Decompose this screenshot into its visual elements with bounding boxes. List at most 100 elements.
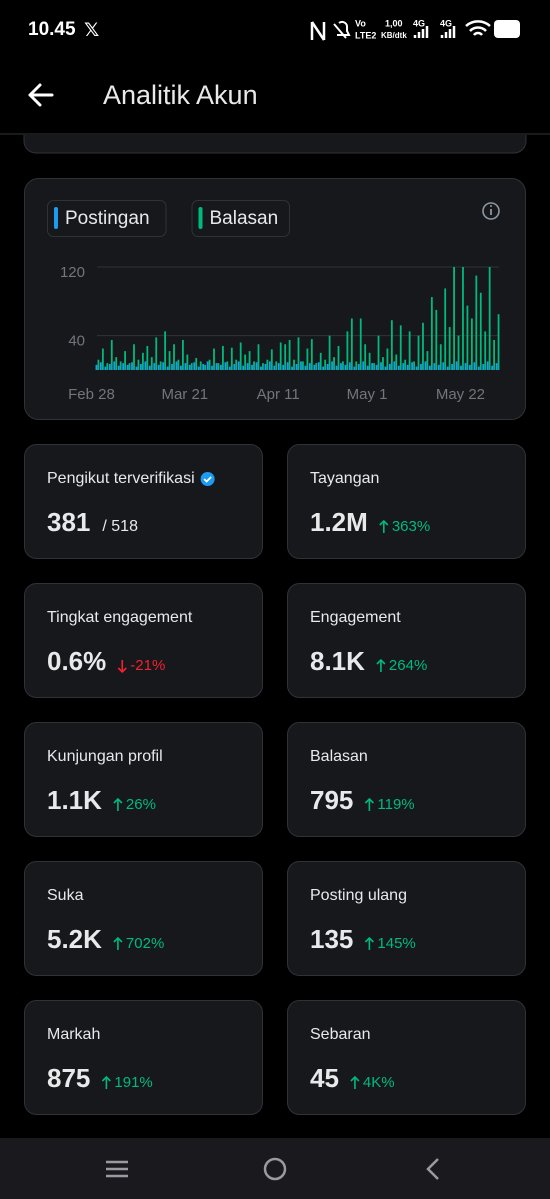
x-tick-label: May 22 [436, 386, 485, 403]
bar [437, 364, 440, 370]
stat-card[interactable] [287, 583, 526, 698]
bar [275, 361, 278, 370]
lte: LTE2 [355, 30, 376, 40]
bar [144, 361, 147, 370]
bar [319, 352, 322, 370]
bar [242, 365, 245, 370]
bar [477, 366, 480, 370]
bar [366, 365, 369, 370]
bar [302, 361, 304, 370]
bar [162, 362, 165, 370]
bar [133, 344, 135, 370]
network: 4G [413, 18, 425, 28]
bar [353, 366, 356, 370]
stat-card[interactable] [24, 722, 263, 837]
stat-label: Pengikut terverifikasi [47, 470, 195, 487]
bar [359, 318, 362, 370]
bar [497, 314, 500, 370]
bar [106, 363, 109, 370]
stat-card[interactable] [24, 583, 263, 698]
bar [382, 357, 384, 370]
bar [328, 335, 331, 370]
bar [399, 325, 402, 370]
bar [395, 354, 398, 370]
network: 4G [440, 18, 452, 28]
bar [346, 331, 349, 370]
legend-chip[interactable] [47, 200, 167, 237]
bar [157, 364, 160, 370]
bar [306, 348, 309, 370]
bar [260, 366, 262, 370]
bar [300, 361, 302, 370]
bar [270, 349, 273, 370]
info-icon[interactable] [482, 202, 500, 220]
stat-label: Sebaran [310, 1026, 371, 1043]
bar [204, 364, 207, 370]
stat-label: Balasan [310, 748, 368, 765]
bar [233, 363, 236, 370]
bar [439, 344, 442, 370]
bar [168, 351, 171, 370]
bar [135, 366, 138, 370]
back-button[interactable] [28, 83, 54, 107]
stat-card[interactable] [287, 722, 526, 837]
bar [426, 351, 429, 370]
bar [295, 363, 298, 370]
change-arrow [101, 1075, 111, 1089]
volte: Vo [355, 18, 366, 28]
bar [222, 345, 224, 370]
verified-check [203, 476, 212, 483]
bar [417, 335, 420, 370]
bar [171, 363, 173, 370]
change-arrow [113, 936, 123, 950]
bar [386, 348, 389, 370]
x-tick-label: Apr 11 [257, 386, 300, 403]
bar [362, 361, 365, 370]
stat-label: Tayangan [310, 470, 379, 487]
bar [388, 363, 391, 370]
bar [448, 327, 451, 370]
bar [397, 365, 400, 370]
bar [248, 351, 251, 370]
bar [220, 364, 222, 370]
bar [137, 359, 140, 370]
stat-card[interactable] [287, 1000, 526, 1115]
change-value: 4K% [363, 1074, 395, 1091]
change-arrow [364, 797, 374, 811]
recent-apps-button[interactable] [106, 1160, 128, 1178]
bar [415, 366, 418, 370]
bar [140, 363, 142, 370]
home-button[interactable] [263, 1157, 287, 1181]
bar [368, 352, 371, 370]
bar [101, 348, 104, 370]
change-arrow [113, 797, 123, 811]
stat-card[interactable] [24, 1000, 263, 1115]
stat-card[interactable] [287, 861, 526, 976]
bar [264, 363, 267, 370]
back-nav-button[interactable] [426, 1158, 439, 1180]
stat-card[interactable] [24, 444, 263, 559]
bar [246, 363, 249, 370]
bar [308, 363, 311, 370]
bar [297, 337, 300, 370]
bar [322, 366, 325, 370]
stat-label: Engagement [310, 609, 401, 626]
bar [108, 363, 111, 370]
bar [100, 362, 102, 370]
bar [268, 361, 271, 370]
legend-swatch [54, 207, 58, 229]
bar [342, 361, 344, 370]
bar [464, 363, 467, 370]
legend-chip[interactable] [191, 200, 290, 237]
bar [468, 364, 471, 370]
bar [446, 366, 449, 370]
stat-card[interactable] [24, 861, 263, 976]
stat-card[interactable] [287, 444, 526, 559]
bar [488, 267, 491, 370]
bar [435, 309, 438, 370]
info-icon-dot [490, 205, 492, 207]
bar [175, 361, 178, 370]
bar [202, 363, 205, 370]
bar [470, 318, 473, 370]
bar [110, 339, 113, 370]
